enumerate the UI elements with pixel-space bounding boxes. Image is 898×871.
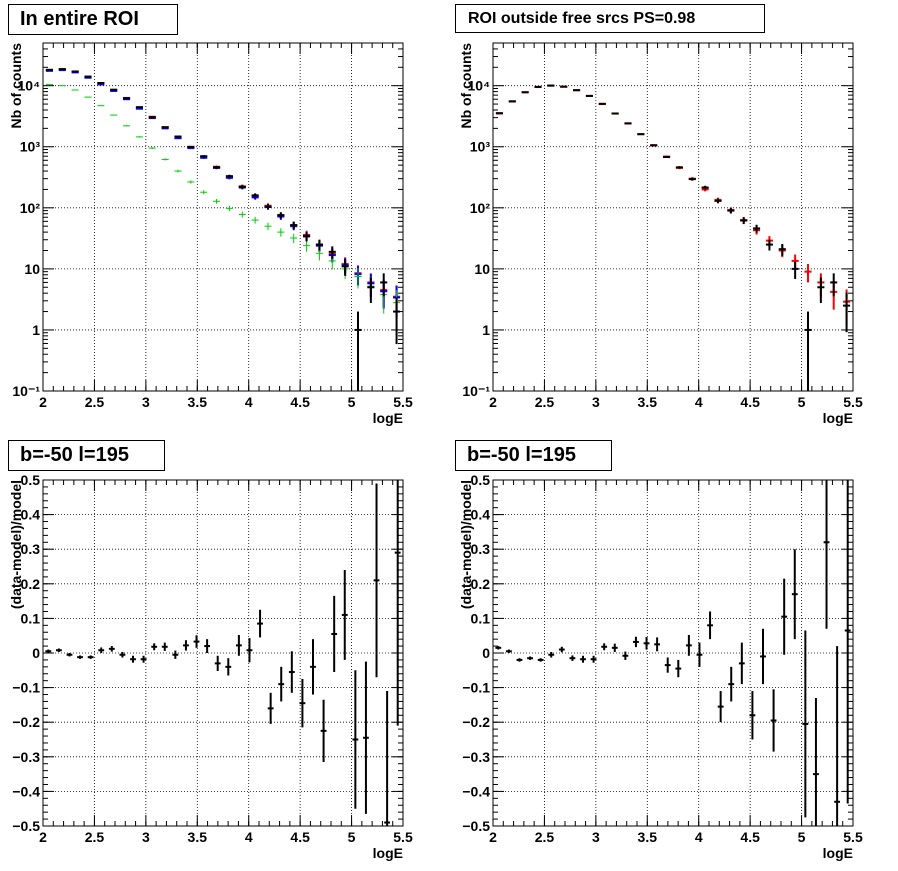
y-tick-label: 10²: [20, 200, 41, 216]
series-blue: [45, 69, 401, 319]
series-data: [495, 480, 851, 826]
x-axis-label: logE: [373, 845, 403, 861]
x-tick-label: 3.5: [188, 394, 208, 410]
y-tick-label: 10²: [470, 200, 491, 216]
y-tick-label: 0.1: [21, 610, 41, 626]
x-tick-label: 3: [142, 394, 150, 410]
y-axis-label: Nb of counts: [8, 43, 24, 129]
x-tick-label: 3: [592, 394, 600, 410]
y-tick-label: 1: [32, 322, 40, 338]
y-tick-label: −0.3: [462, 749, 490, 765]
x-tick-label: 2.5: [535, 829, 555, 845]
panel-2: 2 2.5 3 3.5 4 4.5 5 5.5 10⁻¹ 1 10 10² 10³ 10⁴ logE Nb o…: [458, 42, 863, 426]
series-data: [45, 68, 401, 391]
y-tick-label: 10: [24, 261, 40, 277]
series-model: [45, 68, 401, 317]
x-tick-label: 3: [592, 829, 600, 845]
y-tick-label: 0.2: [471, 576, 491, 592]
x-tick-label: 5: [348, 394, 356, 410]
y-tick-label: 10: [474, 261, 490, 277]
x-tick-label: 3.5: [638, 394, 658, 410]
panel-3: 2 2.5 3 3.5 4 4.5 5 5.5 −0.5 −0.4 −0.3 −0.2 −0.1 0 0.1…: [8, 472, 413, 861]
x-tick-label: 5.5: [843, 829, 863, 845]
x-tick-label: 4.5: [740, 829, 760, 845]
x-tick-label: 2.5: [85, 829, 105, 845]
x-tick-label: 4: [695, 829, 703, 845]
x-tick-label: 4.5: [290, 829, 310, 845]
y-tick-label: 0.4: [21, 507, 41, 523]
x-tick-label: 3.5: [188, 829, 208, 845]
x-tick-label: 5: [798, 829, 806, 845]
x-tick-label: 2: [39, 829, 47, 845]
y-tick-label: 0: [32, 645, 40, 661]
y-tick-label: −0.4: [12, 783, 40, 799]
y-tick-label: 0: [482, 645, 490, 661]
panel-2-title: ROI outside free srcs PS=0.98: [455, 4, 765, 33]
y-tick-label: 10³: [470, 139, 491, 155]
panel-1-title: In entire ROI: [8, 4, 178, 35]
y-tick-label: 0.3: [21, 541, 41, 557]
y-tick-label: 0.5: [21, 472, 41, 488]
y-tick-label: −0.4: [462, 783, 490, 799]
y-tick-label: 0.4: [471, 507, 491, 523]
y-tick-label: 0.2: [21, 576, 41, 592]
x-tick-label: 2: [489, 829, 497, 845]
x-tick-label: 5.5: [843, 394, 863, 410]
y-axis-label: Nb of counts: [458, 43, 474, 129]
y-tick-label: 0.5: [471, 472, 491, 488]
panel-1: 2 2.5 3 3.5 4 4.5 5 5.5 10⁻¹ 1 10 10² 10³ 10⁴ logE Nb o…: [8, 42, 413, 426]
y-tick-label: −0.5: [462, 818, 490, 834]
y-tick-label: −0.1: [462, 680, 490, 696]
panel-4-title: b=-50 l=195: [455, 440, 612, 471]
y-tick-label: 10⁻¹: [462, 383, 490, 399]
panel-3-title: b=-50 l=195: [8, 440, 165, 471]
y-tick-label: 10³: [20, 139, 41, 155]
plot-frame: [492, 42, 854, 392]
y-axis-label: (data-model)/model: [458, 480, 474, 609]
y-tick-label: 0.1: [471, 610, 491, 626]
series-model: [495, 84, 851, 326]
y-tick-label: 10⁴: [468, 78, 491, 94]
plot-frame: [42, 479, 404, 827]
x-tick-label: 2: [39, 394, 47, 410]
series-green: [45, 83, 401, 327]
y-tick-label: −0.2: [12, 714, 40, 730]
x-tick-label: 2: [489, 394, 497, 410]
panel-4: 2 2.5 3 3.5 4 4.5 5 5.5 −0.5 −0.4 −0.3 −0.2 −0.1 0 0.1…: [458, 472, 863, 861]
x-tick-label: 3: [142, 829, 150, 845]
y-tick-label: −0.5: [12, 818, 40, 834]
x-tick-label: 5.5: [393, 829, 413, 845]
x-tick-label: 3.5: [638, 829, 658, 845]
x-tick-label: 2.5: [535, 394, 555, 410]
x-axis-label: logE: [823, 410, 853, 426]
y-tick-label: −0.1: [12, 680, 40, 696]
x-tick-label: 5.5: [393, 394, 413, 410]
y-tick-label: 1: [482, 322, 490, 338]
x-tick-label: 4: [245, 394, 253, 410]
plot-frame: [42, 42, 404, 392]
x-tick-label: 4.5: [740, 394, 760, 410]
x-tick-label: 4.5: [290, 394, 310, 410]
plot-frame: [492, 479, 854, 827]
y-axis-label: (data-model)/model: [8, 480, 24, 609]
series-data: [45, 480, 401, 826]
y-tick-label: 10⁻¹: [12, 383, 40, 399]
y-tick-label: 10⁴: [18, 78, 41, 94]
x-tick-label: 5: [348, 829, 356, 845]
x-tick-label: 2.5: [85, 394, 105, 410]
y-tick-label: −0.3: [12, 749, 40, 765]
x-axis-label: logE: [823, 845, 853, 861]
y-tick-label: 0.3: [471, 541, 491, 557]
series-data: [495, 84, 851, 391]
x-axis-label: logE: [373, 410, 403, 426]
y-tick-label: −0.2: [462, 714, 490, 730]
x-tick-label: 4: [245, 829, 253, 845]
x-tick-label: 5: [798, 394, 806, 410]
x-tick-label: 4: [695, 394, 703, 410]
